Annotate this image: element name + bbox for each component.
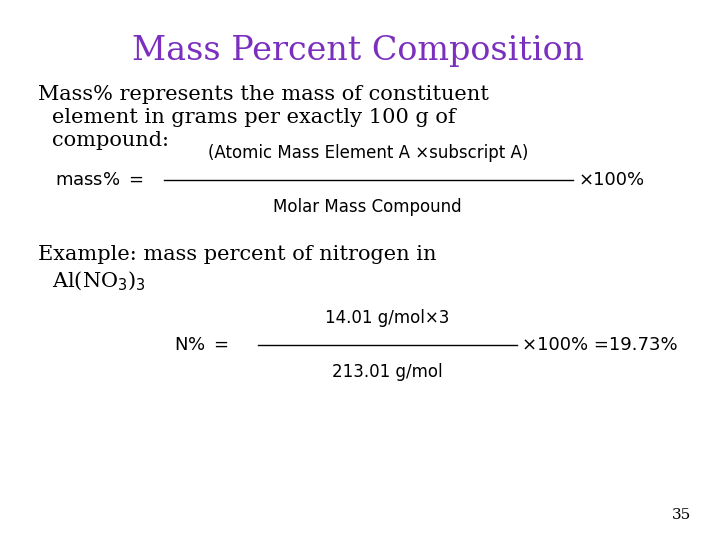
Text: Example: mass percent of nitrogen in: Example: mass percent of nitrogen in: [37, 245, 436, 264]
Text: mass% $=$: mass% $=$: [55, 171, 143, 189]
Text: compound:: compound:: [52, 131, 168, 150]
Text: Molar Mass Compound: Molar Mass Compound: [274, 198, 462, 216]
Text: 213.01 g/mol: 213.01 g/mol: [332, 363, 443, 381]
Text: Al(NO$_3$)$_3$: Al(NO$_3$)$_3$: [52, 270, 145, 293]
Text: ×100%: ×100%: [578, 171, 644, 189]
Text: Mass Percent Composition: Mass Percent Composition: [132, 35, 584, 67]
Text: ×100% =19.73%: ×100% =19.73%: [522, 336, 678, 354]
Text: (Atomic Mass Element A ×subscript A): (Atomic Mass Element A ×subscript A): [207, 144, 528, 162]
Text: 14.01 g/mol×3: 14.01 g/mol×3: [325, 309, 450, 327]
Text: Mass% represents the mass of constituent: Mass% represents the mass of constituent: [37, 85, 489, 104]
Text: 35: 35: [672, 508, 690, 522]
Text: N% $=$: N% $=$: [174, 336, 229, 354]
Text: element in grams per exactly 100 g of: element in grams per exactly 100 g of: [52, 108, 455, 127]
